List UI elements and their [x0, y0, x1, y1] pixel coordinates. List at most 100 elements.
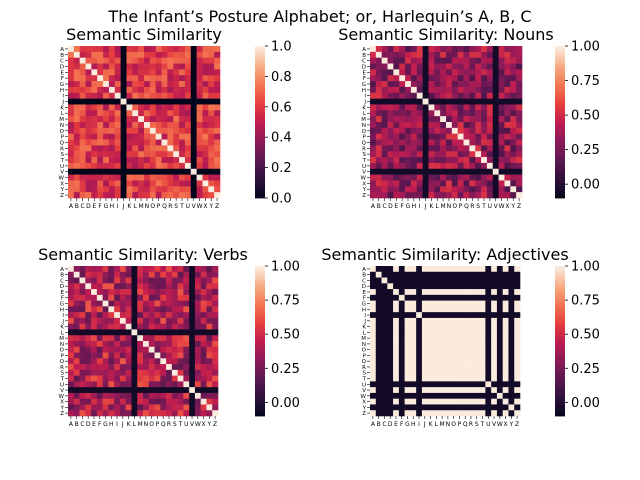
heatmap-cell: [131, 404, 138, 411]
heatmap-cell: [410, 122, 418, 129]
heatmap-cell: [138, 57, 145, 64]
heatmap-cell: [148, 352, 155, 359]
colorbar-segment: [555, 195, 565, 199]
heatmap-cell: [189, 375, 196, 382]
heatmap-cell: [446, 69, 453, 76]
heatmap-cell: [200, 283, 207, 290]
heatmap-cell: [114, 271, 121, 278]
heatmap-cell: [421, 392, 428, 399]
heatmap-cell: [155, 57, 162, 64]
heatmap-cell: [114, 162, 121, 170]
heatmap-cell: [410, 375, 417, 382]
colorbar-segment: [555, 56, 565, 60]
heatmap-cell: [91, 192, 98, 199]
colorbar-segment: [555, 411, 565, 414]
heatmap-cell: [479, 317, 486, 324]
heatmap-cell: [120, 174, 127, 181]
heatmap-cell: [73, 174, 80, 181]
colorbar-segment: [255, 99, 265, 103]
heatmap-cell: [446, 180, 453, 187]
heatmap-cell: [154, 300, 161, 307]
heatmap-cell: [143, 398, 150, 405]
heatmap-cell: [102, 271, 109, 278]
heatmap-cell: [473, 369, 480, 376]
heatmap-cell: [387, 92, 394, 99]
col-label: W: [197, 203, 203, 210]
heatmap-cell: [427, 352, 434, 359]
heatmap-cell: [498, 86, 505, 94]
heatmap-cell: [370, 352, 377, 359]
heatmap-cell: [119, 283, 126, 290]
heatmap-cell: [161, 46, 168, 53]
heatmap-cell: [381, 294, 388, 301]
heatmap-cell: [125, 317, 132, 324]
heatmap-cell: [375, 323, 382, 330]
heatmap-cell: [370, 46, 377, 53]
heatmap-cell: [469, 46, 476, 53]
heatmap-cell: [79, 375, 86, 382]
col-label: K: [429, 203, 434, 210]
heatmap-cell: [475, 92, 482, 99]
heatmap-cell: [428, 168, 435, 175]
heatmap-cell: [393, 283, 400, 290]
row-label: Z: [362, 193, 366, 199]
heatmap-cell: [119, 358, 126, 365]
heatmap-cell: [206, 329, 213, 336]
heatmap-cell: [119, 312, 126, 319]
heatmap-cell: [194, 398, 201, 405]
colorbar-segment: [255, 361, 265, 364]
heatmap-cell: [422, 139, 429, 146]
heatmap-cell: [137, 387, 144, 394]
heatmap-cell: [79, 329, 86, 336]
heatmap-cell: [155, 139, 162, 146]
heatmap-cell: [462, 277, 469, 284]
heatmap-cell: [462, 289, 469, 296]
heatmap-cell: [85, 69, 92, 76]
heatmap-cell: [393, 162, 400, 170]
heatmap-cell: [370, 341, 377, 348]
heatmap-cell: [114, 168, 121, 175]
heatmap-cell: [450, 341, 457, 348]
heatmap-cell: [91, 398, 98, 405]
row-label: H: [60, 88, 64, 94]
col-label: S: [173, 421, 177, 428]
heatmap-cell: [114, 266, 121, 273]
heatmap-cell: [79, 410, 86, 417]
colorbar-segment: [555, 53, 565, 57]
heatmap-cell: [206, 398, 213, 405]
heatmap-cell: [138, 145, 145, 152]
heatmap-cell: [387, 283, 394, 290]
heatmap-cell: [137, 271, 144, 278]
heatmap-cell: [208, 57, 215, 64]
col-label: I: [117, 203, 119, 210]
heatmap-cell: [166, 283, 173, 290]
colorbar-segment: [555, 152, 565, 156]
heatmap-cell: [190, 92, 197, 99]
heatmap-cell: [510, 162, 517, 170]
heatmap-cell: [399, 81, 406, 88]
heatmap-cell: [427, 289, 434, 296]
heatmap-cell: [434, 133, 441, 140]
colorbar-segment: [255, 293, 265, 297]
heatmap-cell: [473, 289, 480, 296]
heatmap-cell: [446, 116, 453, 123]
heatmap-cell: [416, 271, 423, 278]
heatmap-cell: [516, 174, 523, 181]
heatmap-cell: [510, 151, 517, 158]
heatmap-cell: [514, 306, 521, 313]
heatmap-cell: [370, 180, 377, 187]
heatmap-cell: [131, 312, 138, 319]
heatmap-cell: [416, 266, 423, 273]
heatmap-cell: [167, 46, 174, 53]
heatmap-cell: [457, 127, 464, 134]
heatmap-cell: [68, 341, 75, 348]
heatmap-cell: [387, 192, 394, 199]
heatmap-cell: [510, 139, 517, 146]
col-label: N: [145, 203, 150, 210]
colorbar-segment: [555, 273, 565, 277]
colorbar-segment: [255, 396, 265, 399]
heatmap-cell: [137, 410, 144, 417]
heatmap-cell: [144, 192, 151, 199]
heatmap-cell: [393, 57, 400, 64]
heatmap-cell: [405, 116, 412, 123]
